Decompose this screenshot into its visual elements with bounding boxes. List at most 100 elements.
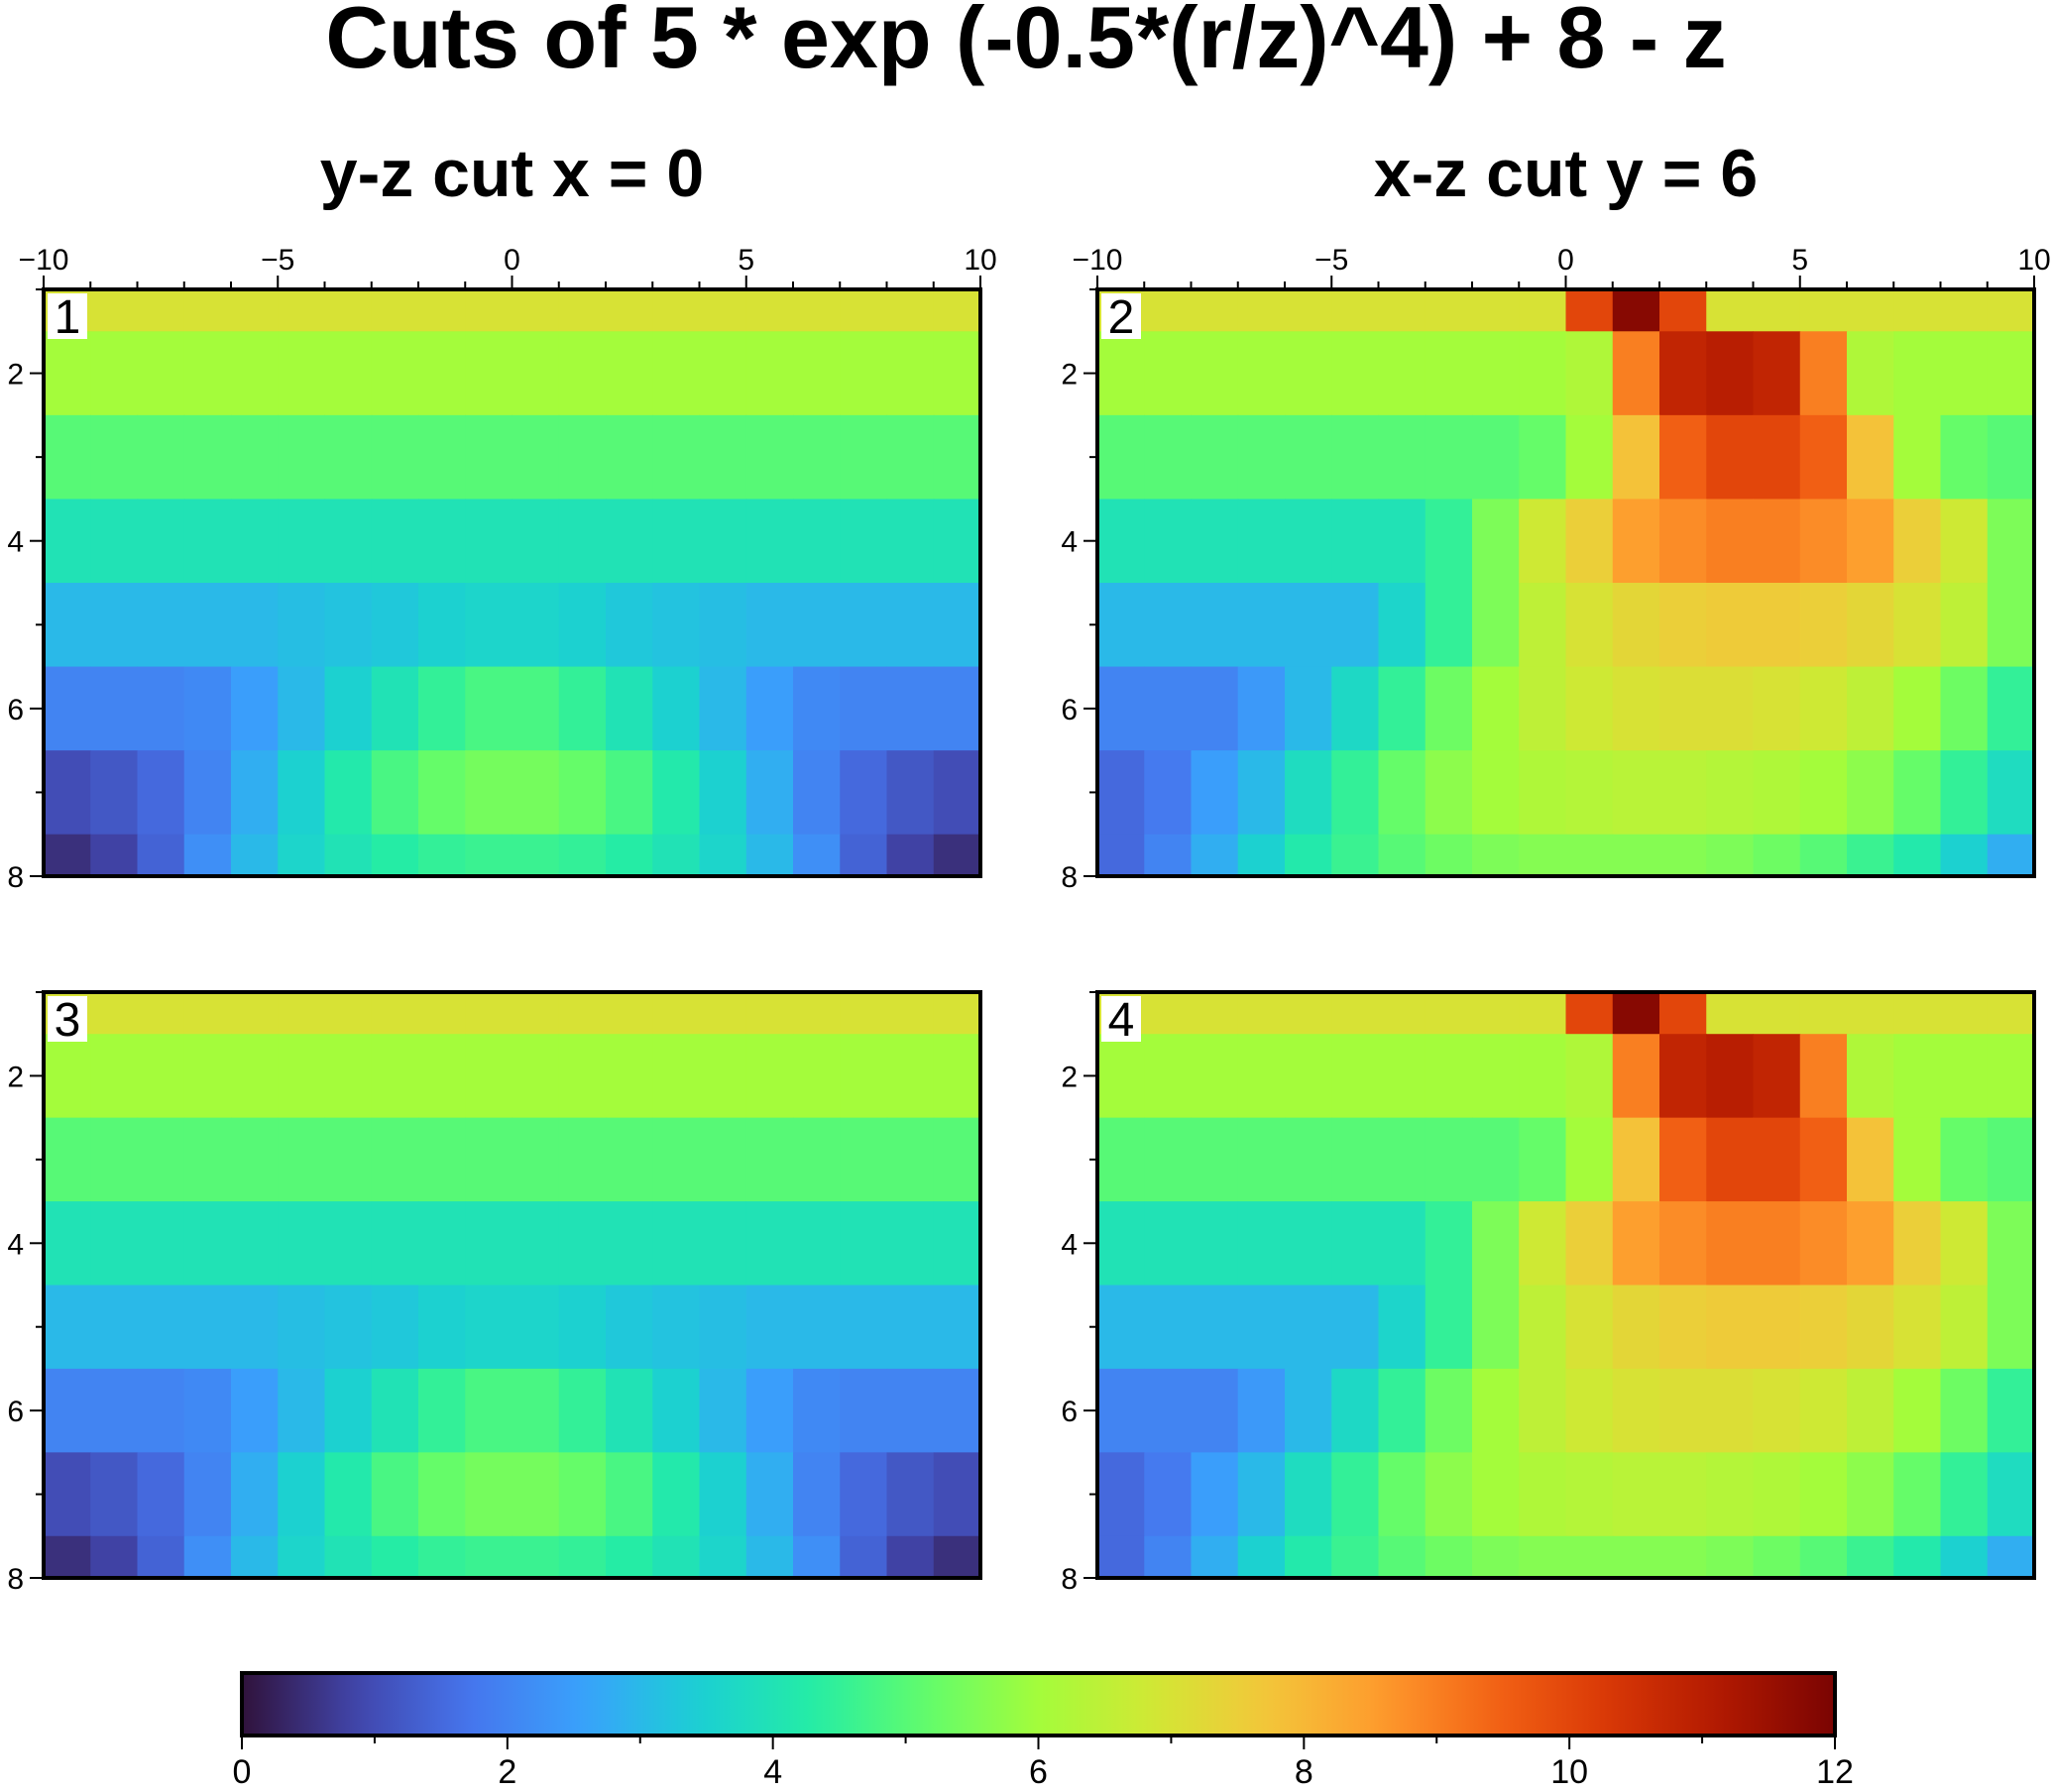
panel-frame xyxy=(42,287,982,878)
heatmap-cell xyxy=(44,583,91,668)
heatmap-cell xyxy=(512,992,560,1035)
heatmap-cell xyxy=(606,1201,653,1287)
heatmap-cell xyxy=(1237,1452,1286,1537)
heatmap-cell xyxy=(1144,834,1193,877)
heatmap-cell xyxy=(840,1117,888,1202)
heatmap-cell xyxy=(90,289,139,332)
y-tick-label: 6 xyxy=(1061,1396,1078,1428)
heatmap-cell xyxy=(933,1117,981,1202)
colorbar-tick-label: 8 xyxy=(1295,1753,1313,1791)
heatmap-cell xyxy=(840,583,888,668)
colorbar-frame xyxy=(240,1671,1837,1737)
heatmap-cell xyxy=(44,331,91,416)
heatmap-cell xyxy=(558,992,607,1035)
heatmap-cell xyxy=(1706,499,1755,584)
heatmap-cell xyxy=(1565,499,1614,584)
heatmap-cell xyxy=(699,834,747,877)
heatmap-cell xyxy=(793,750,841,836)
heatmap-cell xyxy=(652,499,701,584)
y-tick-label: 4 xyxy=(7,1228,24,1261)
heatmap-cell xyxy=(699,499,747,584)
heatmap-cell xyxy=(183,1034,232,1119)
heatmap-cell xyxy=(137,499,185,584)
heatmap-cell xyxy=(886,289,935,332)
heatmap-cell xyxy=(183,1452,232,1537)
heatmap-cell xyxy=(1799,1368,1848,1453)
heatmap-cell xyxy=(1847,583,1894,668)
heatmap-cell xyxy=(1331,414,1380,501)
heatmap-cell xyxy=(418,1201,466,1287)
heatmap-cell xyxy=(652,414,701,501)
heatmap-cell xyxy=(278,1368,326,1453)
heatmap-cell xyxy=(90,1117,139,1202)
heatmap-cell xyxy=(933,1285,981,1370)
heatmap-cell xyxy=(1753,666,1801,751)
heatmap-cell xyxy=(1659,1368,1707,1453)
heatmap-cell xyxy=(90,666,139,751)
heatmap-cell xyxy=(1706,666,1755,751)
heatmap-cell xyxy=(324,834,373,877)
heatmap-cell xyxy=(1659,1117,1707,1202)
heatmap-cell xyxy=(745,750,794,836)
heatmap-cell xyxy=(44,1285,91,1370)
heatmap-cell xyxy=(1191,1201,1239,1287)
heatmap-cell xyxy=(44,1117,91,1202)
heatmap-cell xyxy=(1378,1201,1426,1287)
heatmap-cell xyxy=(1565,1201,1614,1287)
heatmap-cell xyxy=(231,289,279,332)
heatmap-cell xyxy=(1940,1117,1989,1202)
heatmap-cell xyxy=(1612,1535,1660,1579)
heatmap-cell xyxy=(1659,331,1707,416)
heatmap-cell xyxy=(1799,1117,1848,1202)
heatmap-cell xyxy=(418,289,466,332)
heatmap-cell xyxy=(1612,1034,1660,1119)
heatmap-cell xyxy=(1753,1535,1801,1579)
heatmap-cell xyxy=(137,1285,185,1370)
heatmap-cell xyxy=(1893,289,1942,332)
heatmap-cell xyxy=(1285,1452,1332,1537)
heatmap-cell xyxy=(1799,583,1848,668)
heatmap-cell xyxy=(231,992,279,1035)
heatmap-cell xyxy=(1237,1201,1286,1287)
heatmap-cell xyxy=(1378,1285,1426,1370)
heatmap-cell xyxy=(793,1452,841,1537)
heatmap-cell xyxy=(1565,289,1614,332)
heatmap-cell xyxy=(1847,1117,1894,1202)
heatmap-cell xyxy=(1940,1285,1989,1370)
heatmap-cell xyxy=(1893,583,1942,668)
heatmap-cell xyxy=(1472,331,1520,416)
heatmap-cell xyxy=(137,1034,185,1119)
heatmap-cell xyxy=(183,666,232,751)
heatmap-cell xyxy=(933,331,981,416)
heatmap-cell xyxy=(1612,1117,1660,1202)
heatmap-cell xyxy=(183,750,232,836)
heatmap-cell xyxy=(1144,289,1193,332)
heatmap-cell xyxy=(1144,331,1193,416)
heatmap-cell xyxy=(1519,331,1567,416)
heatmap-cell xyxy=(183,414,232,501)
heatmap-cell xyxy=(1753,1201,1801,1287)
x-tick-label: −10 xyxy=(19,244,69,277)
panel-title: y-z cut x = 0 xyxy=(320,136,704,211)
heatmap-cell xyxy=(886,1285,935,1370)
heatmap-cell xyxy=(1519,1452,1567,1537)
heatmap-cell xyxy=(1237,1368,1286,1453)
heatmap-cell xyxy=(465,1452,513,1537)
heatmap-cell xyxy=(278,1285,326,1370)
heatmap-cell xyxy=(231,414,279,501)
heatmap-cell xyxy=(512,666,560,751)
heatmap-cell xyxy=(1144,499,1193,584)
heatmap-cell xyxy=(745,666,794,751)
heatmap-cell xyxy=(465,331,513,416)
heatmap-cell xyxy=(1331,1201,1380,1287)
heatmap-cell xyxy=(652,750,701,836)
heatmap-cell xyxy=(231,1034,279,1119)
heatmap-cell xyxy=(465,583,513,668)
heatmap-cell xyxy=(512,1368,560,1453)
heatmap-cell xyxy=(1191,414,1239,501)
panel-tag-background xyxy=(1101,293,1141,339)
heatmap-cell xyxy=(933,1034,981,1119)
heatmap-cell xyxy=(1144,1034,1193,1119)
heatmap-cell xyxy=(840,1201,888,1287)
heatmap-cell xyxy=(840,1034,888,1119)
